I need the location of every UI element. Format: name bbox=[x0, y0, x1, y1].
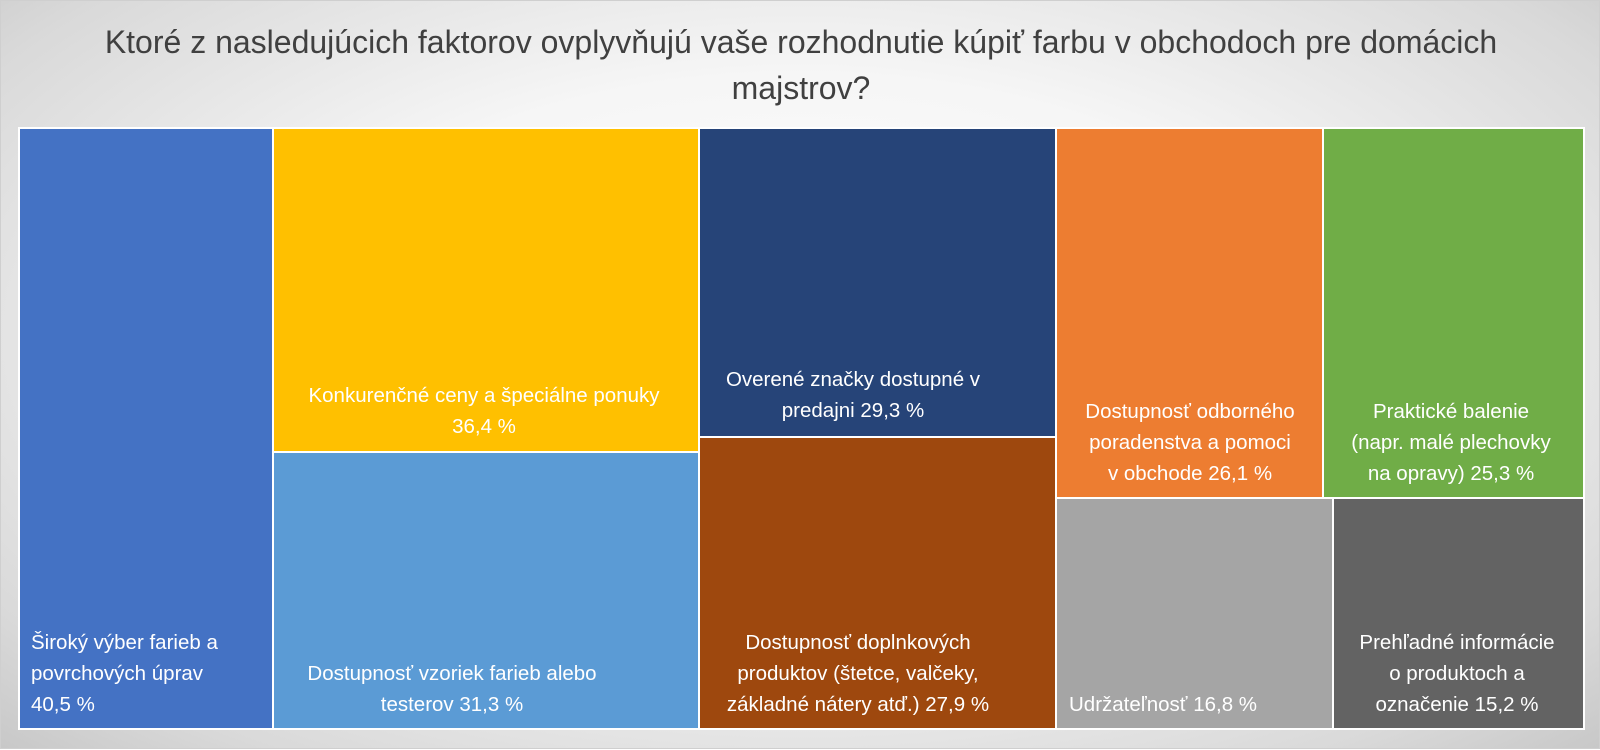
treemap-tile-label-6: Dostupnosť odborného poradenstva a pomoci… bbox=[1085, 400, 1294, 485]
treemap-tile-label-4: Overené značky dostupné v predajni 29,3 % bbox=[726, 368, 981, 422]
treemap-label-line: v obchode 26,1 % bbox=[1108, 462, 1272, 485]
treemap-label-line: (napr. malé plechovky bbox=[1351, 431, 1551, 454]
treemap-tile-label-8: Udržateľnosť 16,8 % bbox=[1069, 693, 1257, 716]
treemap-label-line: základné nátery atď.) 27,9 % bbox=[727, 693, 989, 716]
chart-title: Ktoré z nasledujúcich faktorov ovplyvňuj… bbox=[104, 24, 1498, 106]
treemap-label-line: povrchových úprav bbox=[31, 662, 204, 685]
treemap-label-line: predajni 29,3 % bbox=[782, 399, 924, 422]
treemap-label-line: na opravy) 25,3 % bbox=[1368, 462, 1534, 485]
treemap-label-line: produktov (štetce, valčeky, bbox=[737, 662, 978, 685]
treemap-label-line: označenie 15,2 % bbox=[1376, 693, 1539, 716]
treemap-label-line: poradenstva a pomoci bbox=[1089, 431, 1291, 454]
treemap-tile-label-7: Praktické balenie (napr. malé plechovky na… bbox=[1351, 400, 1551, 485]
treemap-label-line: Dostupnosť vzoriek farieb alebo bbox=[307, 662, 596, 685]
treemap-label-line: Dostupnosť odborného bbox=[1085, 400, 1294, 423]
treemap-label-line: Praktické balenie bbox=[1373, 400, 1529, 423]
treemap-tile-7 bbox=[1322, 127, 1585, 499]
treemap-tile-label-5: Dostupnosť doplnkových produktov (štetce,… bbox=[727, 631, 989, 716]
treemap-tile-5 bbox=[698, 436, 1057, 730]
treemap-tile-9 bbox=[1332, 497, 1585, 730]
treemap-label-line: 36,4 % bbox=[452, 415, 516, 438]
treemap-tile-1 bbox=[18, 127, 274, 730]
treemap-label-line: Udržateľnosť 16,8 % bbox=[1069, 693, 1257, 716]
treemap-tile-label-3: Dostupnosť vzoriek farieb alebo testerov … bbox=[307, 662, 596, 716]
treemap-tile-6 bbox=[1055, 127, 1324, 499]
treemap-tile-3 bbox=[272, 451, 700, 730]
treemap-label-line: testerov 31,3 % bbox=[381, 693, 523, 716]
treemap-tile-label-9: Prehľadné informácie o produktoch a označe… bbox=[1359, 631, 1554, 716]
treemap-label-line: Konkurenčné ceny a špeciálne ponuky bbox=[308, 384, 660, 407]
treemap-label-line: Prehľadné informácie bbox=[1359, 631, 1554, 654]
treemap-tile-2 bbox=[272, 127, 700, 453]
treemap-label-line: o produktoch a bbox=[1389, 662, 1525, 685]
treemap-label-line: Široký výber farieb a bbox=[31, 631, 218, 654]
treemap-tile-label-1: Široký výber farieb a povrchových úprav 40… bbox=[31, 631, 218, 716]
treemap-label-line: Overené značky dostupné v bbox=[726, 368, 981, 391]
treemap-label-line: Dostupnosť doplnkových bbox=[745, 631, 970, 654]
treemap-label-line: 40,5 % bbox=[31, 693, 95, 716]
treemap-tile-8 bbox=[1055, 497, 1334, 730]
treemap-tile-label-2: Konkurenčné ceny a špeciálne ponuky 36,4 … bbox=[308, 384, 660, 438]
